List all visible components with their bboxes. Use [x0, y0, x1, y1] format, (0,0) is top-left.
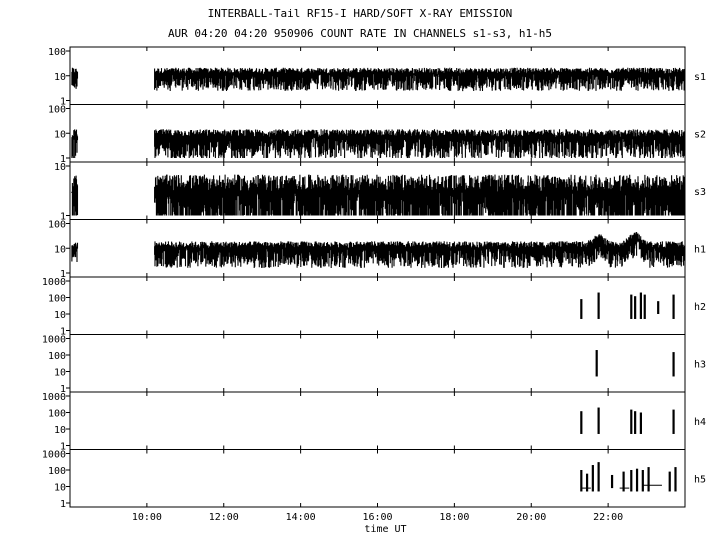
spike-h5 [591, 465, 594, 492]
ytick-label-h5: 1000 [42, 450, 66, 461]
panel-frame-h4 [69, 391, 686, 450]
series-trace-s2 [154, 129, 686, 158]
spike-h5 [630, 470, 633, 492]
ytick-label-s1: 100 [48, 47, 66, 58]
ytick-label-s3: 1 [60, 212, 66, 223]
x-axis-label: time UT [364, 524, 406, 535]
spike-h3 [672, 352, 675, 377]
ytick-label-h5: 1 [60, 499, 66, 510]
spike-h4 [630, 409, 633, 434]
spike-h4 [634, 411, 637, 434]
ytick-label-h3: 10 [54, 368, 66, 379]
xtick-label: 18:00 [439, 512, 469, 523]
spike-h5 [610, 474, 614, 489]
xtick-label: 12:00 [209, 512, 239, 523]
xtick-label: 16:00 [362, 512, 392, 523]
series-label-h3: h3 [694, 359, 706, 370]
chart-subtitle: AUR 04:20 04:20 950906 COUNT RATE IN CHA… [167, 27, 553, 40]
spike-h4 [580, 411, 583, 434]
spike-h2 [639, 292, 642, 319]
spike-h5 [597, 462, 600, 492]
spike-h5 [622, 471, 625, 492]
series-trace-s1 [71, 67, 79, 89]
spike-h5 [668, 471, 671, 492]
ytick-label-h1: 1 [60, 269, 66, 280]
ytick-label-s1: 10 [54, 72, 66, 83]
xtick-label: 20:00 [516, 512, 546, 523]
ytick-label-s1: 1 [60, 97, 66, 108]
series-label-h2: h2 [694, 302, 706, 313]
spike-h2 [597, 292, 600, 319]
spike-h4 [597, 407, 600, 434]
ytick-label-h1: 10 [54, 244, 66, 255]
ytick-label-h4: 1000 [42, 392, 66, 403]
spike-h5 [580, 470, 583, 492]
spike-h2 [643, 294, 646, 319]
ytick-label-s2: 1 [60, 154, 66, 165]
spike-h2 [630, 294, 633, 319]
ytick-label-h2: 1000 [42, 277, 66, 288]
series-label-h4: h4 [694, 417, 706, 428]
spike-h2 [672, 294, 675, 319]
ytick-label-h5: 10 [54, 483, 66, 494]
series-trace-s3 [154, 174, 686, 216]
series-trace-h1 [71, 242, 79, 262]
series-label-h5: h5 [694, 474, 706, 485]
ytick-label-h3: 1000 [42, 335, 66, 346]
ytick-label-s2: 100 [48, 105, 66, 116]
xtick-label: 14:00 [286, 512, 316, 523]
spike-h2 [657, 301, 660, 314]
spike-h4 [639, 412, 642, 434]
spike-h5 [641, 470, 644, 492]
ytick-label-h4: 10 [54, 425, 66, 436]
xtick-label: 22:00 [593, 512, 623, 523]
ytick-label-h4: 1 [60, 442, 66, 453]
spike-h4 [672, 409, 675, 434]
spike-h5 [647, 467, 650, 492]
ytick-label-h3: 1 [60, 384, 66, 395]
spike-h5 [635, 468, 639, 492]
series-label-s1: s1 [694, 72, 706, 83]
ytick-label-h2: 10 [54, 310, 66, 321]
spike-h2 [580, 299, 583, 319]
series-label-s2: s2 [694, 129, 706, 140]
spike-h5 [674, 467, 677, 492]
series-trace-s1 [154, 67, 686, 92]
spike-h2 [634, 296, 637, 319]
xtick-label: 10:00 [132, 512, 162, 523]
series-label-s3: s3 [694, 187, 706, 198]
ytick-label-s3: 10 [54, 162, 66, 173]
series-trace-h1 [154, 232, 686, 268]
series-trace-s2 [71, 129, 79, 158]
ytick-label-h1: 100 [48, 220, 66, 231]
panel-frame-h3 [69, 334, 686, 393]
series-label-h1: h1 [694, 244, 706, 255]
ytick-label-h5: 100 [48, 466, 66, 477]
spike-h3 [595, 350, 598, 377]
ytick-label-h2: 1 [60, 327, 66, 338]
ytick-label-h3: 100 [48, 351, 66, 362]
series-trace-s3 [71, 175, 79, 216]
ytick-label-h4: 100 [48, 409, 66, 420]
spike-h5 [585, 473, 589, 492]
chart-title: INTERBALL-Tail RF15-I HARD/SOFT X-RAY EM… [207, 7, 513, 20]
ytick-label-s2: 10 [54, 129, 66, 140]
ytick-label-h2: 100 [48, 294, 66, 305]
panel-frame-h2 [69, 276, 686, 335]
